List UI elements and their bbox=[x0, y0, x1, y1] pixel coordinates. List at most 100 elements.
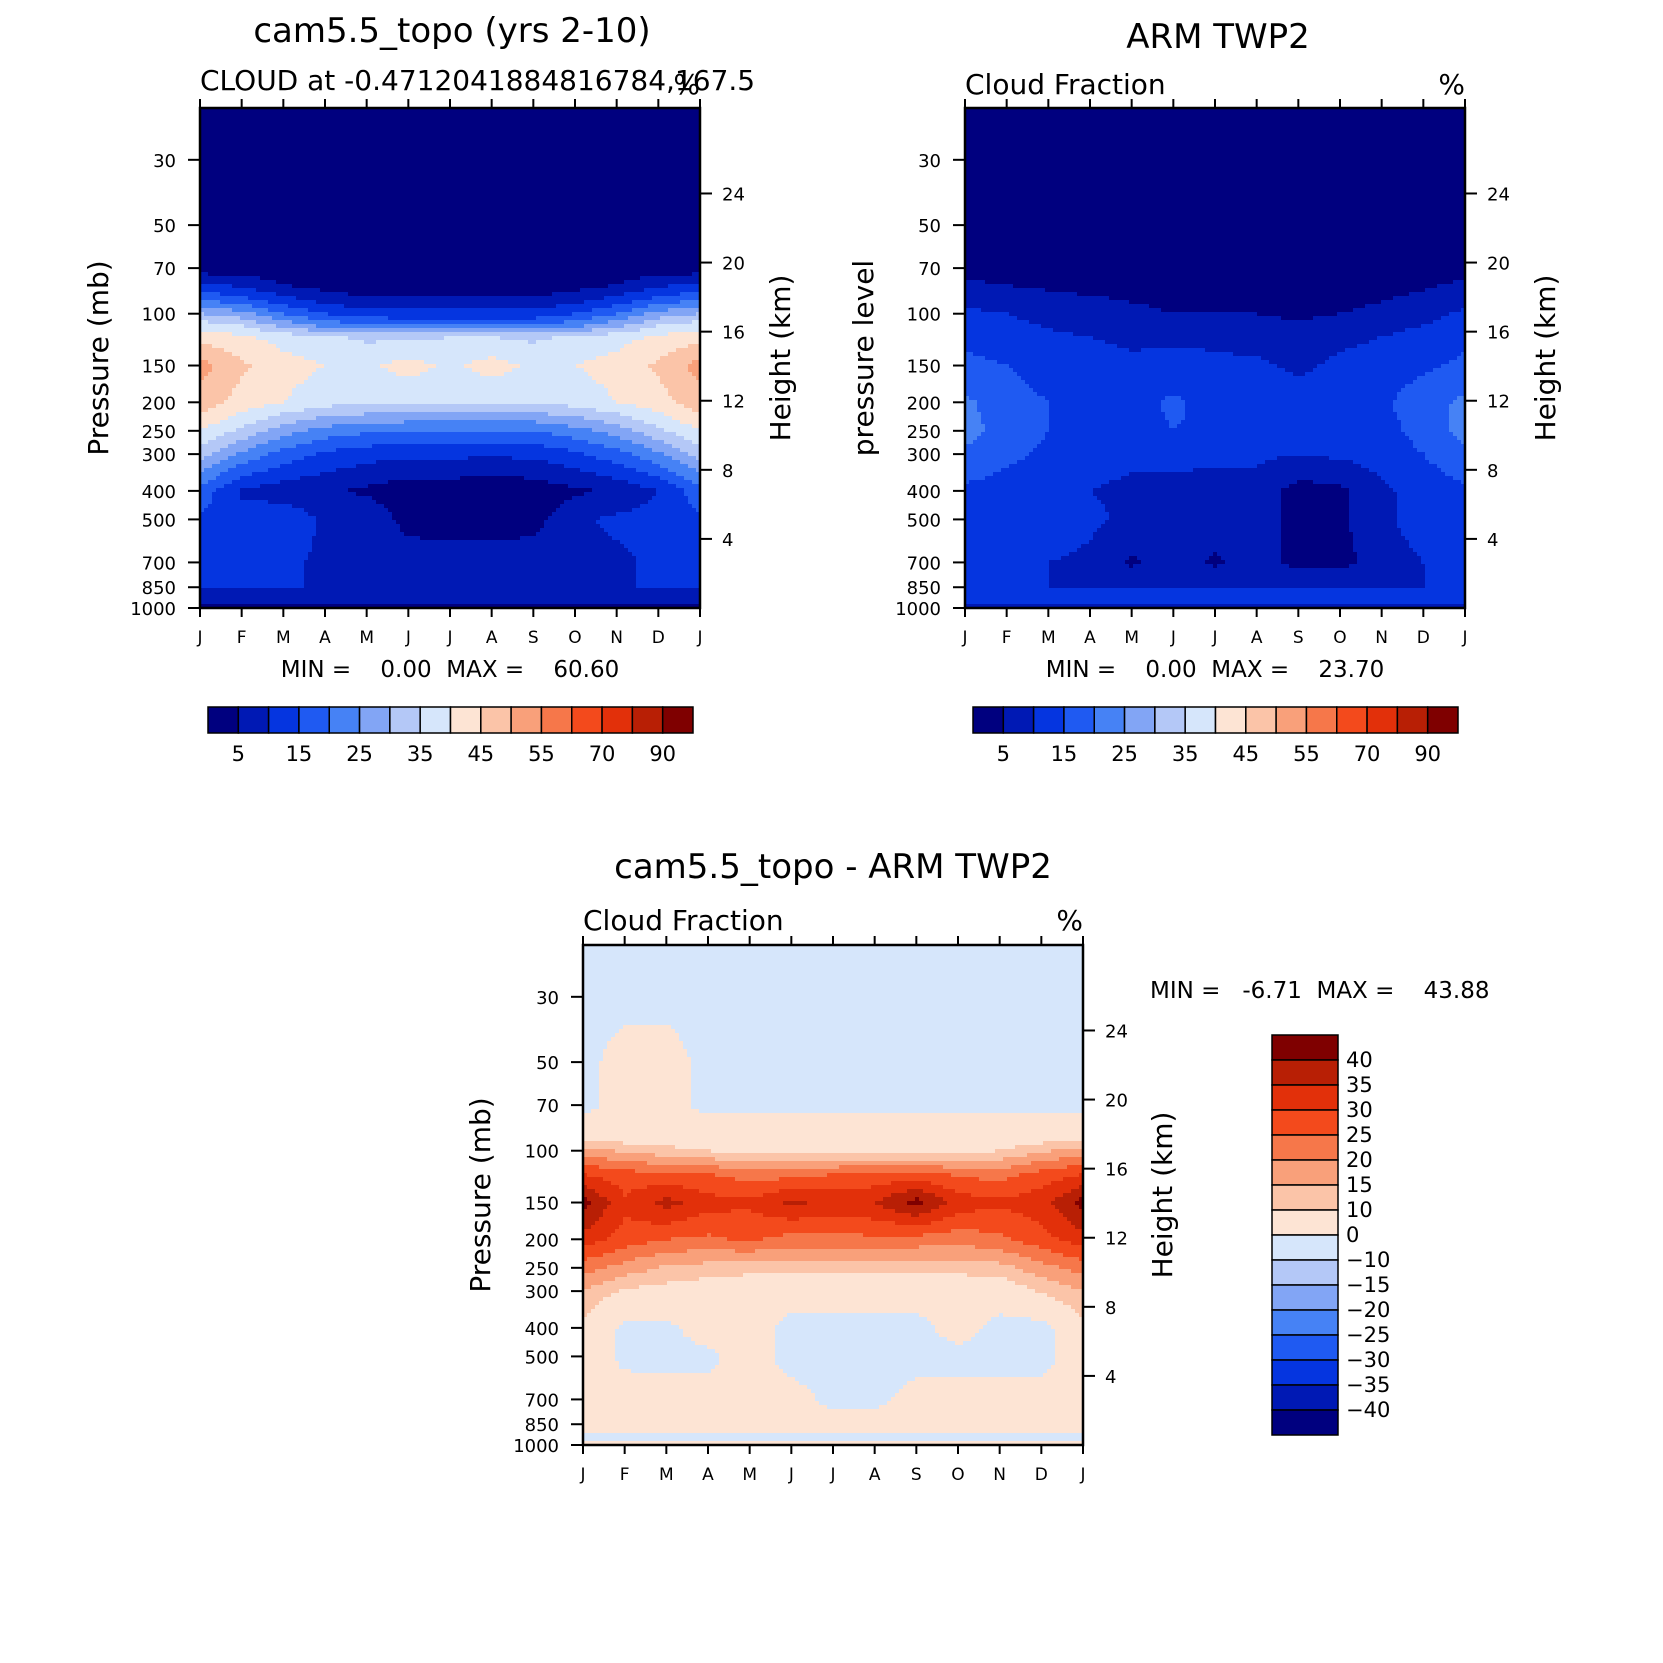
contour-cell bbox=[965, 156, 1465, 161]
contour-cell bbox=[775, 1349, 1056, 1354]
contour-cell bbox=[879, 1405, 1083, 1410]
contour-cell bbox=[965, 572, 1050, 577]
contour-cell bbox=[200, 580, 305, 585]
contour-cell bbox=[208, 424, 245, 429]
colorbar-swatch bbox=[1275, 706, 1308, 734]
contour-cell bbox=[276, 344, 625, 349]
contour-cell bbox=[965, 592, 1465, 597]
contour-cell bbox=[548, 516, 601, 521]
contour-cell bbox=[1013, 368, 1286, 373]
contour-cell bbox=[316, 360, 393, 365]
contour-cell bbox=[615, 1333, 684, 1338]
contour-cell bbox=[688, 496, 700, 501]
contour-cell bbox=[1093, 488, 1282, 493]
contour-cell bbox=[1069, 552, 1214, 557]
contour-cell bbox=[583, 977, 1083, 982]
contour-cell bbox=[308, 512, 393, 517]
colorbar-swatch bbox=[510, 706, 543, 734]
contour-cell bbox=[1031, 1257, 1080, 1262]
contour-cell bbox=[965, 408, 978, 413]
contour-cell bbox=[200, 312, 205, 317]
colorbar-swatch bbox=[207, 706, 240, 734]
contour-cell bbox=[583, 1361, 620, 1366]
contour-cell bbox=[692, 480, 700, 485]
contour-cell bbox=[1385, 480, 1462, 485]
contour-cell bbox=[284, 312, 329, 317]
contour-cell bbox=[644, 288, 700, 293]
contour-cell bbox=[200, 188, 700, 193]
contour-cell bbox=[520, 364, 577, 369]
contour-cell bbox=[965, 312, 1010, 317]
contour-cell bbox=[228, 416, 269, 421]
contour-cell bbox=[583, 1413, 1083, 1418]
contour-cell bbox=[1129, 348, 1142, 353]
contour-cell bbox=[684, 488, 700, 493]
x-tick-label: A bbox=[1084, 628, 1096, 648]
contour-cell bbox=[240, 376, 309, 381]
contour-cell bbox=[1325, 360, 1450, 365]
contour-cell bbox=[583, 1433, 1083, 1438]
contour-cell bbox=[583, 1073, 600, 1078]
contour-cell bbox=[1075, 1225, 1083, 1230]
y-tick-label: 100 bbox=[907, 305, 941, 326]
contour-cell bbox=[615, 1033, 680, 1038]
contour-cell bbox=[965, 328, 1054, 333]
y-tick-label: 200 bbox=[525, 1230, 559, 1251]
contour-cell bbox=[1281, 532, 1354, 537]
contour-cell bbox=[200, 212, 700, 217]
contour-cell bbox=[684, 492, 700, 497]
contour-cell bbox=[587, 1197, 608, 1202]
contour-cell bbox=[580, 468, 637, 473]
contour-cell bbox=[200, 300, 221, 305]
contour-cell bbox=[1421, 556, 1465, 561]
colorbar-label: 20 bbox=[1346, 1148, 1373, 1172]
contour-cell bbox=[1029, 320, 1434, 325]
contour-cell bbox=[312, 540, 621, 545]
contour-cell bbox=[583, 985, 1083, 990]
x-tick-label: A bbox=[702, 1465, 714, 1485]
x-tick-label: F bbox=[1002, 628, 1012, 648]
contour-cell bbox=[1031, 1317, 1083, 1322]
contour-cell bbox=[1071, 1241, 1083, 1246]
contour-cell bbox=[336, 448, 569, 453]
contour-cell bbox=[1417, 448, 1465, 453]
contour-cell bbox=[696, 508, 700, 513]
contour-cell bbox=[1047, 1277, 1083, 1282]
contour-cell bbox=[1261, 356, 1330, 361]
contour-cell bbox=[1081, 544, 1282, 549]
contour-cell bbox=[965, 448, 1034, 453]
contour-cell bbox=[1011, 1209, 1060, 1214]
y-tick-label: 250 bbox=[142, 422, 176, 443]
contour-cell bbox=[583, 997, 1083, 1002]
contour-cell bbox=[671, 1197, 884, 1202]
contour-cell bbox=[600, 524, 700, 529]
contour-cell bbox=[200, 176, 700, 181]
y2-tick-label: 20 bbox=[1105, 1091, 1128, 1112]
contour-cell bbox=[965, 148, 1465, 153]
contour-cell bbox=[687, 1217, 788, 1222]
contour-cell bbox=[548, 460, 613, 465]
contour-cell bbox=[1019, 1173, 1080, 1178]
contour-cell bbox=[1049, 564, 1130, 569]
contour-cell bbox=[603, 1297, 1056, 1302]
contour-cell bbox=[583, 1037, 612, 1042]
contour-cell bbox=[583, 1173, 588, 1178]
contour-cell bbox=[1205, 560, 1226, 565]
contour-cell bbox=[1033, 448, 1418, 453]
contour-cell bbox=[1051, 1201, 1076, 1206]
contour-cell bbox=[1349, 564, 1426, 569]
contour-cell bbox=[1425, 288, 1465, 293]
contour-cell bbox=[1109, 480, 1298, 485]
contour-cell bbox=[1337, 312, 1450, 317]
contour-cell bbox=[607, 1237, 672, 1242]
contour-cell bbox=[604, 296, 653, 301]
contour-cell bbox=[1313, 316, 1442, 321]
contour-cell bbox=[348, 336, 445, 341]
contour-cell bbox=[1049, 584, 1426, 589]
contour-cell bbox=[584, 416, 633, 421]
colorbar-label: 45 bbox=[467, 742, 494, 766]
colorbar-swatch bbox=[237, 706, 270, 734]
contour-cell bbox=[611, 1201, 656, 1206]
contour-cell bbox=[583, 1253, 604, 1258]
contour-cell bbox=[1421, 324, 1465, 329]
